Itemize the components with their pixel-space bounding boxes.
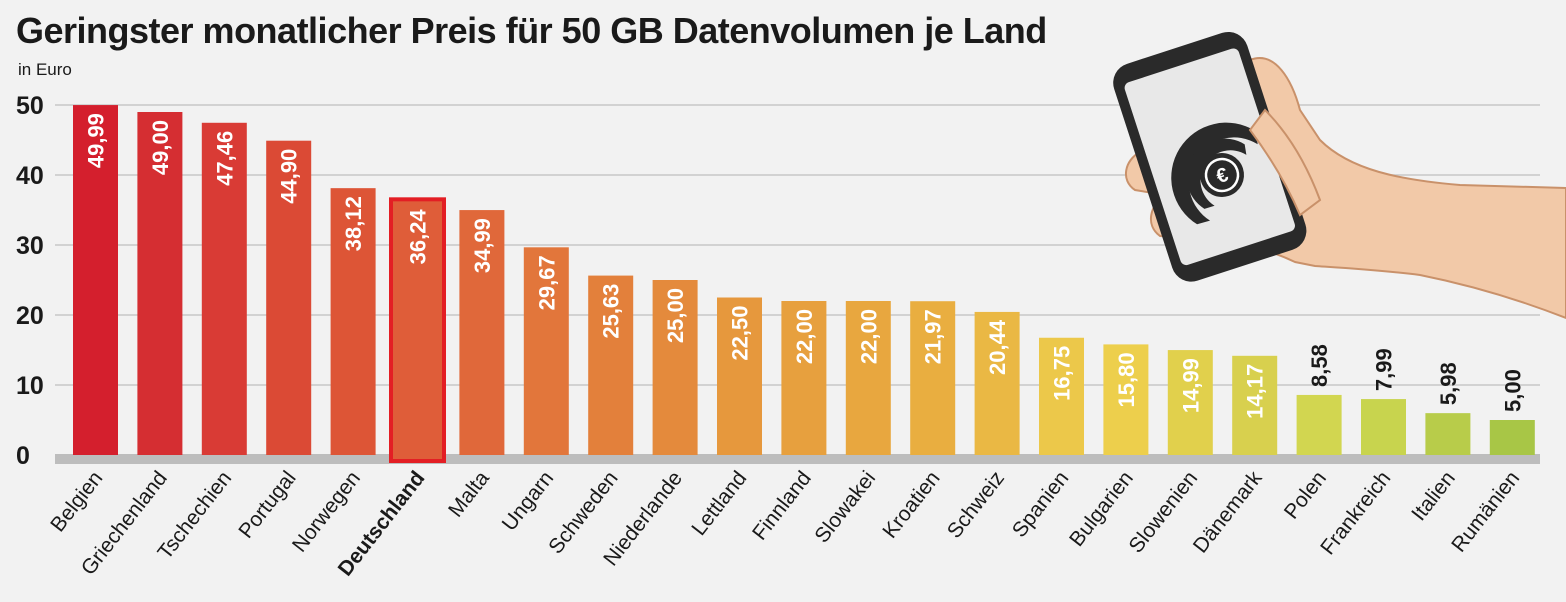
category-label: Polen bbox=[1280, 467, 1331, 523]
bar-value-label: 8,58 bbox=[1307, 344, 1332, 387]
hand-phone-illustration: € bbox=[1113, 31, 1566, 320]
bar-value-label: 22,50 bbox=[728, 306, 753, 361]
category-label: Lettland bbox=[687, 467, 751, 540]
bar bbox=[1361, 399, 1406, 455]
bar-value-label: 49,00 bbox=[148, 120, 173, 175]
bar bbox=[910, 301, 956, 455]
bar-value-label: 5,00 bbox=[1500, 369, 1525, 412]
bar bbox=[652, 280, 698, 455]
bar bbox=[1489, 420, 1535, 455]
category-label: Slowakei bbox=[810, 467, 880, 547]
bar-value-label: 21,97 bbox=[921, 309, 946, 364]
bar bbox=[1167, 350, 1213, 455]
bar bbox=[1232, 355, 1278, 455]
category-labels: BelgienGriechenlandTschechienPortugalNor… bbox=[46, 467, 1524, 581]
bar-value-label: 20,44 bbox=[985, 319, 1010, 375]
bar-value-label: 49,99 bbox=[84, 113, 109, 168]
bar bbox=[1425, 413, 1471, 455]
category-label: Ungarn bbox=[498, 467, 559, 535]
bar-value-label: 16,75 bbox=[1050, 346, 1075, 401]
bar-value-label: 22,00 bbox=[856, 309, 881, 364]
bar-value-label: 7,99 bbox=[1372, 348, 1397, 391]
bar-value-label: 34,99 bbox=[470, 218, 495, 273]
category-label: Malta bbox=[444, 467, 494, 522]
bar bbox=[201, 122, 247, 455]
bar-value-label: 5,98 bbox=[1436, 362, 1461, 405]
bar bbox=[588, 275, 634, 455]
bar bbox=[1296, 394, 1342, 455]
bars bbox=[73, 105, 1535, 463]
bar bbox=[137, 112, 183, 455]
bar bbox=[974, 311, 1020, 455]
category-label: Finnland bbox=[748, 467, 816, 545]
bar-value-label: 38,12 bbox=[341, 196, 366, 251]
bar bbox=[266, 140, 312, 455]
bar-value-label: 22,00 bbox=[792, 309, 817, 364]
y-tick-label: 50 bbox=[16, 92, 44, 120]
bar-value-label: 29,67 bbox=[534, 255, 559, 310]
y-tick-label: 40 bbox=[16, 162, 44, 190]
y-tick-label: 30 bbox=[16, 232, 44, 260]
bar-value-label: 25,63 bbox=[599, 284, 624, 339]
value-labels: 49,99 49,00 47,46 44,90 38,12 36,24 34,99 29,67… bbox=[84, 113, 1526, 419]
category-label: Bulgarien bbox=[1065, 467, 1138, 551]
bar bbox=[330, 188, 376, 455]
x-axis-baseline bbox=[55, 454, 1540, 464]
chart-title: Geringster monatlicher Preis für 50 GB D… bbox=[16, 10, 1047, 51]
y-tick-label: 0 bbox=[16, 442, 30, 470]
bar-value-label: 14,99 bbox=[1178, 358, 1203, 413]
bar bbox=[1103, 344, 1149, 455]
euro-signal-icon: € bbox=[1171, 122, 1258, 225]
bar bbox=[459, 210, 505, 455]
bar-highlight bbox=[389, 197, 446, 463]
bar bbox=[73, 105, 118, 455]
category-label: Italien bbox=[1407, 467, 1460, 525]
bar bbox=[523, 247, 569, 455]
category-label: Kroatien bbox=[878, 467, 944, 543]
y-tick-label: 10 bbox=[16, 372, 44, 400]
y-tick-label: 20 bbox=[16, 302, 44, 330]
chart-subtitle: in Euro bbox=[18, 60, 72, 79]
bar bbox=[717, 297, 762, 455]
bar-value-label: 47,46 bbox=[212, 131, 237, 186]
bar-value-label: 36,24 bbox=[406, 209, 431, 265]
category-label: Belgien bbox=[46, 467, 107, 536]
bar-value-label: 14,17 bbox=[1243, 364, 1268, 419]
bar-value-label: 44,90 bbox=[277, 149, 302, 204]
bar bbox=[1039, 337, 1084, 455]
bar bbox=[845, 301, 891, 455]
thumb-icon bbox=[1248, 108, 1322, 217]
category-label: Spanien bbox=[1008, 467, 1074, 542]
category-label: Portugal bbox=[234, 467, 300, 543]
category-label: Schweiz bbox=[943, 467, 1009, 543]
bar-value-label: 25,00 bbox=[663, 288, 688, 343]
bar bbox=[781, 301, 827, 455]
bar-value-label: 15,80 bbox=[1114, 352, 1139, 407]
